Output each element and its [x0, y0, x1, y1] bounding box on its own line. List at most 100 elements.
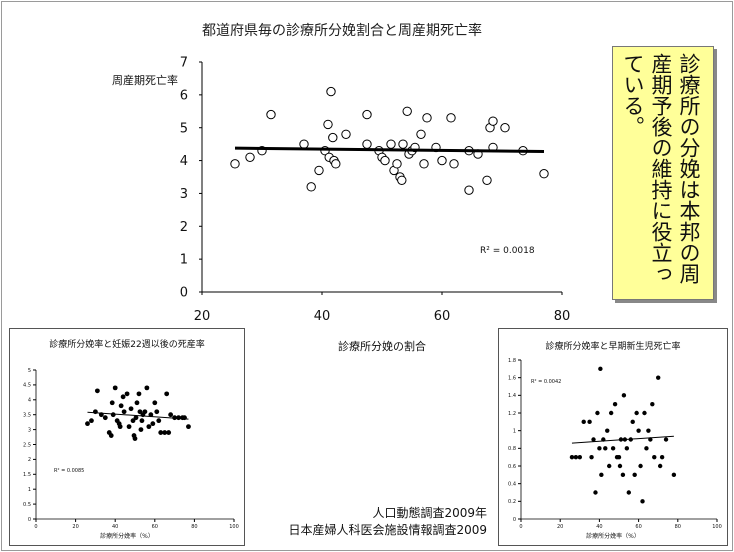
x-tick-label: 20 [72, 524, 78, 530]
x-tick-label: 80 [675, 524, 681, 530]
data-point [93, 409, 98, 415]
inset-left-r2-label: R² = 0.0085 [54, 468, 84, 474]
y-tick-label: 3 [180, 187, 188, 202]
data-point [626, 490, 631, 495]
data-point [650, 401, 655, 407]
inset-left-x-label: 診療所分娩率（%） [100, 533, 154, 540]
data-point [132, 436, 138, 441]
data-point [158, 430, 164, 435]
data-point [150, 421, 156, 427]
data-point [608, 410, 614, 416]
data-point [488, 116, 498, 126]
data-point [500, 123, 510, 133]
y-tick-label: 1 [180, 253, 188, 268]
y-tick-label: 1.8 [508, 358, 516, 364]
y-tick-label: 4.5 [23, 383, 31, 389]
data-point [118, 403, 124, 409]
inset-neonatal-chart: 診療所分娩率と早期新生児死亡率 診療所分娩率（%） 0 0.2 0.4 0.6 0.8 1… [498, 328, 728, 546]
data-sources: 人口動態調査2009年 日本産婦人科医会施設情報調査2009 [242, 505, 487, 539]
data-point [164, 391, 170, 397]
data-point [657, 463, 663, 469]
y-tick-label: 0.6 [508, 464, 516, 470]
data-point [138, 427, 144, 432]
data-point [663, 437, 669, 442]
data-point [599, 472, 604, 478]
x-tick-label: 60 [635, 524, 641, 530]
data-point [446, 113, 456, 123]
x-tick-label: 100 [712, 524, 722, 530]
data-point [121, 409, 127, 415]
data-point [398, 139, 408, 149]
data-point [577, 454, 582, 460]
data-point [539, 169, 549, 179]
data-point [328, 132, 338, 143]
trend-line [234, 146, 545, 154]
data-point [120, 394, 126, 400]
conclusion-text: 診療所の分娩は本邦の周産期予後の維持に役立っている。 [621, 53, 701, 284]
data-point [117, 424, 123, 430]
y-tick-label: 4 [28, 398, 31, 404]
inset-left-title: 診療所分娩率と妊娠22週以後の死産率 [49, 340, 205, 350]
data-point [587, 419, 592, 425]
x-tick-label: 40 [112, 524, 118, 530]
data-point [642, 410, 647, 416]
data-point [630, 419, 635, 425]
data-point [671, 472, 677, 478]
inset-right-plot: 0 0.2 0.4 0.6 0.8 1 1.2 1.4 1.6 1.8 0 20 40 60 80 100 R²… [508, 358, 722, 530]
data-point [640, 499, 645, 504]
data-point [589, 454, 594, 460]
y-tick-label: 0.5 [23, 502, 31, 508]
x-tick-label: 20 [194, 309, 211, 324]
data-point [386, 139, 396, 149]
inset-right-x-label: 診療所分娩率（%） [586, 533, 640, 540]
data-point [402, 106, 412, 116]
data-point [94, 388, 100, 394]
data-point [464, 185, 474, 195]
data-point [392, 159, 402, 169]
y-tick-label: 1.2 [508, 411, 516, 417]
data-point [617, 463, 623, 469]
data-point [168, 412, 174, 418]
data-point [616, 454, 622, 460]
data-point [109, 400, 115, 406]
y-tick-label: 4 [180, 154, 188, 169]
source-line-2: 日本産婦人科医会施設情報調査2009 [288, 523, 487, 537]
y-tick-label: 2 [180, 220, 188, 235]
y-tick-label: 6 [180, 88, 188, 103]
data-point [652, 454, 657, 460]
y-tick-label: 1 [513, 428, 516, 434]
source-line-1: 人口動態調査2009年 [372, 506, 487, 520]
data-point [230, 159, 240, 169]
x-tick-label: 80 [554, 309, 571, 324]
data-point [632, 472, 637, 478]
data-point [362, 139, 372, 149]
data-point [144, 385, 150, 391]
data-point [136, 391, 142, 397]
data-point [607, 463, 612, 469]
y-tick-label: 0.8 [508, 446, 516, 452]
data-point [266, 109, 276, 120]
inset-left-plot: 0 0.5 1 1.5 2 2.5 3 3.5 4 4.5 5 0 20 40 60 80 100 R² = 0.… [23, 368, 239, 530]
conclusion-callout: 診療所の分娩は本邦の周産期予後の維持に役立っている。 [612, 46, 714, 300]
y-tick-label: 5 [180, 121, 188, 136]
inset-right-r2-label: R² = 0.0042 [531, 379, 561, 385]
x-tick-label: 60 [152, 524, 158, 530]
x-tick-label: 80 [191, 524, 197, 530]
y-tick-label: 2.5 [23, 442, 31, 448]
data-point [146, 424, 152, 430]
data-point [133, 415, 139, 421]
data-point [128, 406, 134, 412]
data-point [397, 175, 407, 185]
data-point [112, 385, 118, 391]
y-tick-label: 3 [28, 427, 31, 433]
x-tick-label: 0 [519, 524, 522, 530]
y-tick-label: 0 [513, 517, 516, 523]
data-point [416, 129, 426, 139]
y-tick-label: 3.5 [23, 412, 31, 418]
y-tick-label: 1.4 [508, 393, 516, 399]
data-point [612, 401, 618, 407]
x-tick-label: 40 [314, 309, 331, 324]
data-point [156, 418, 162, 424]
data-point [419, 159, 429, 169]
